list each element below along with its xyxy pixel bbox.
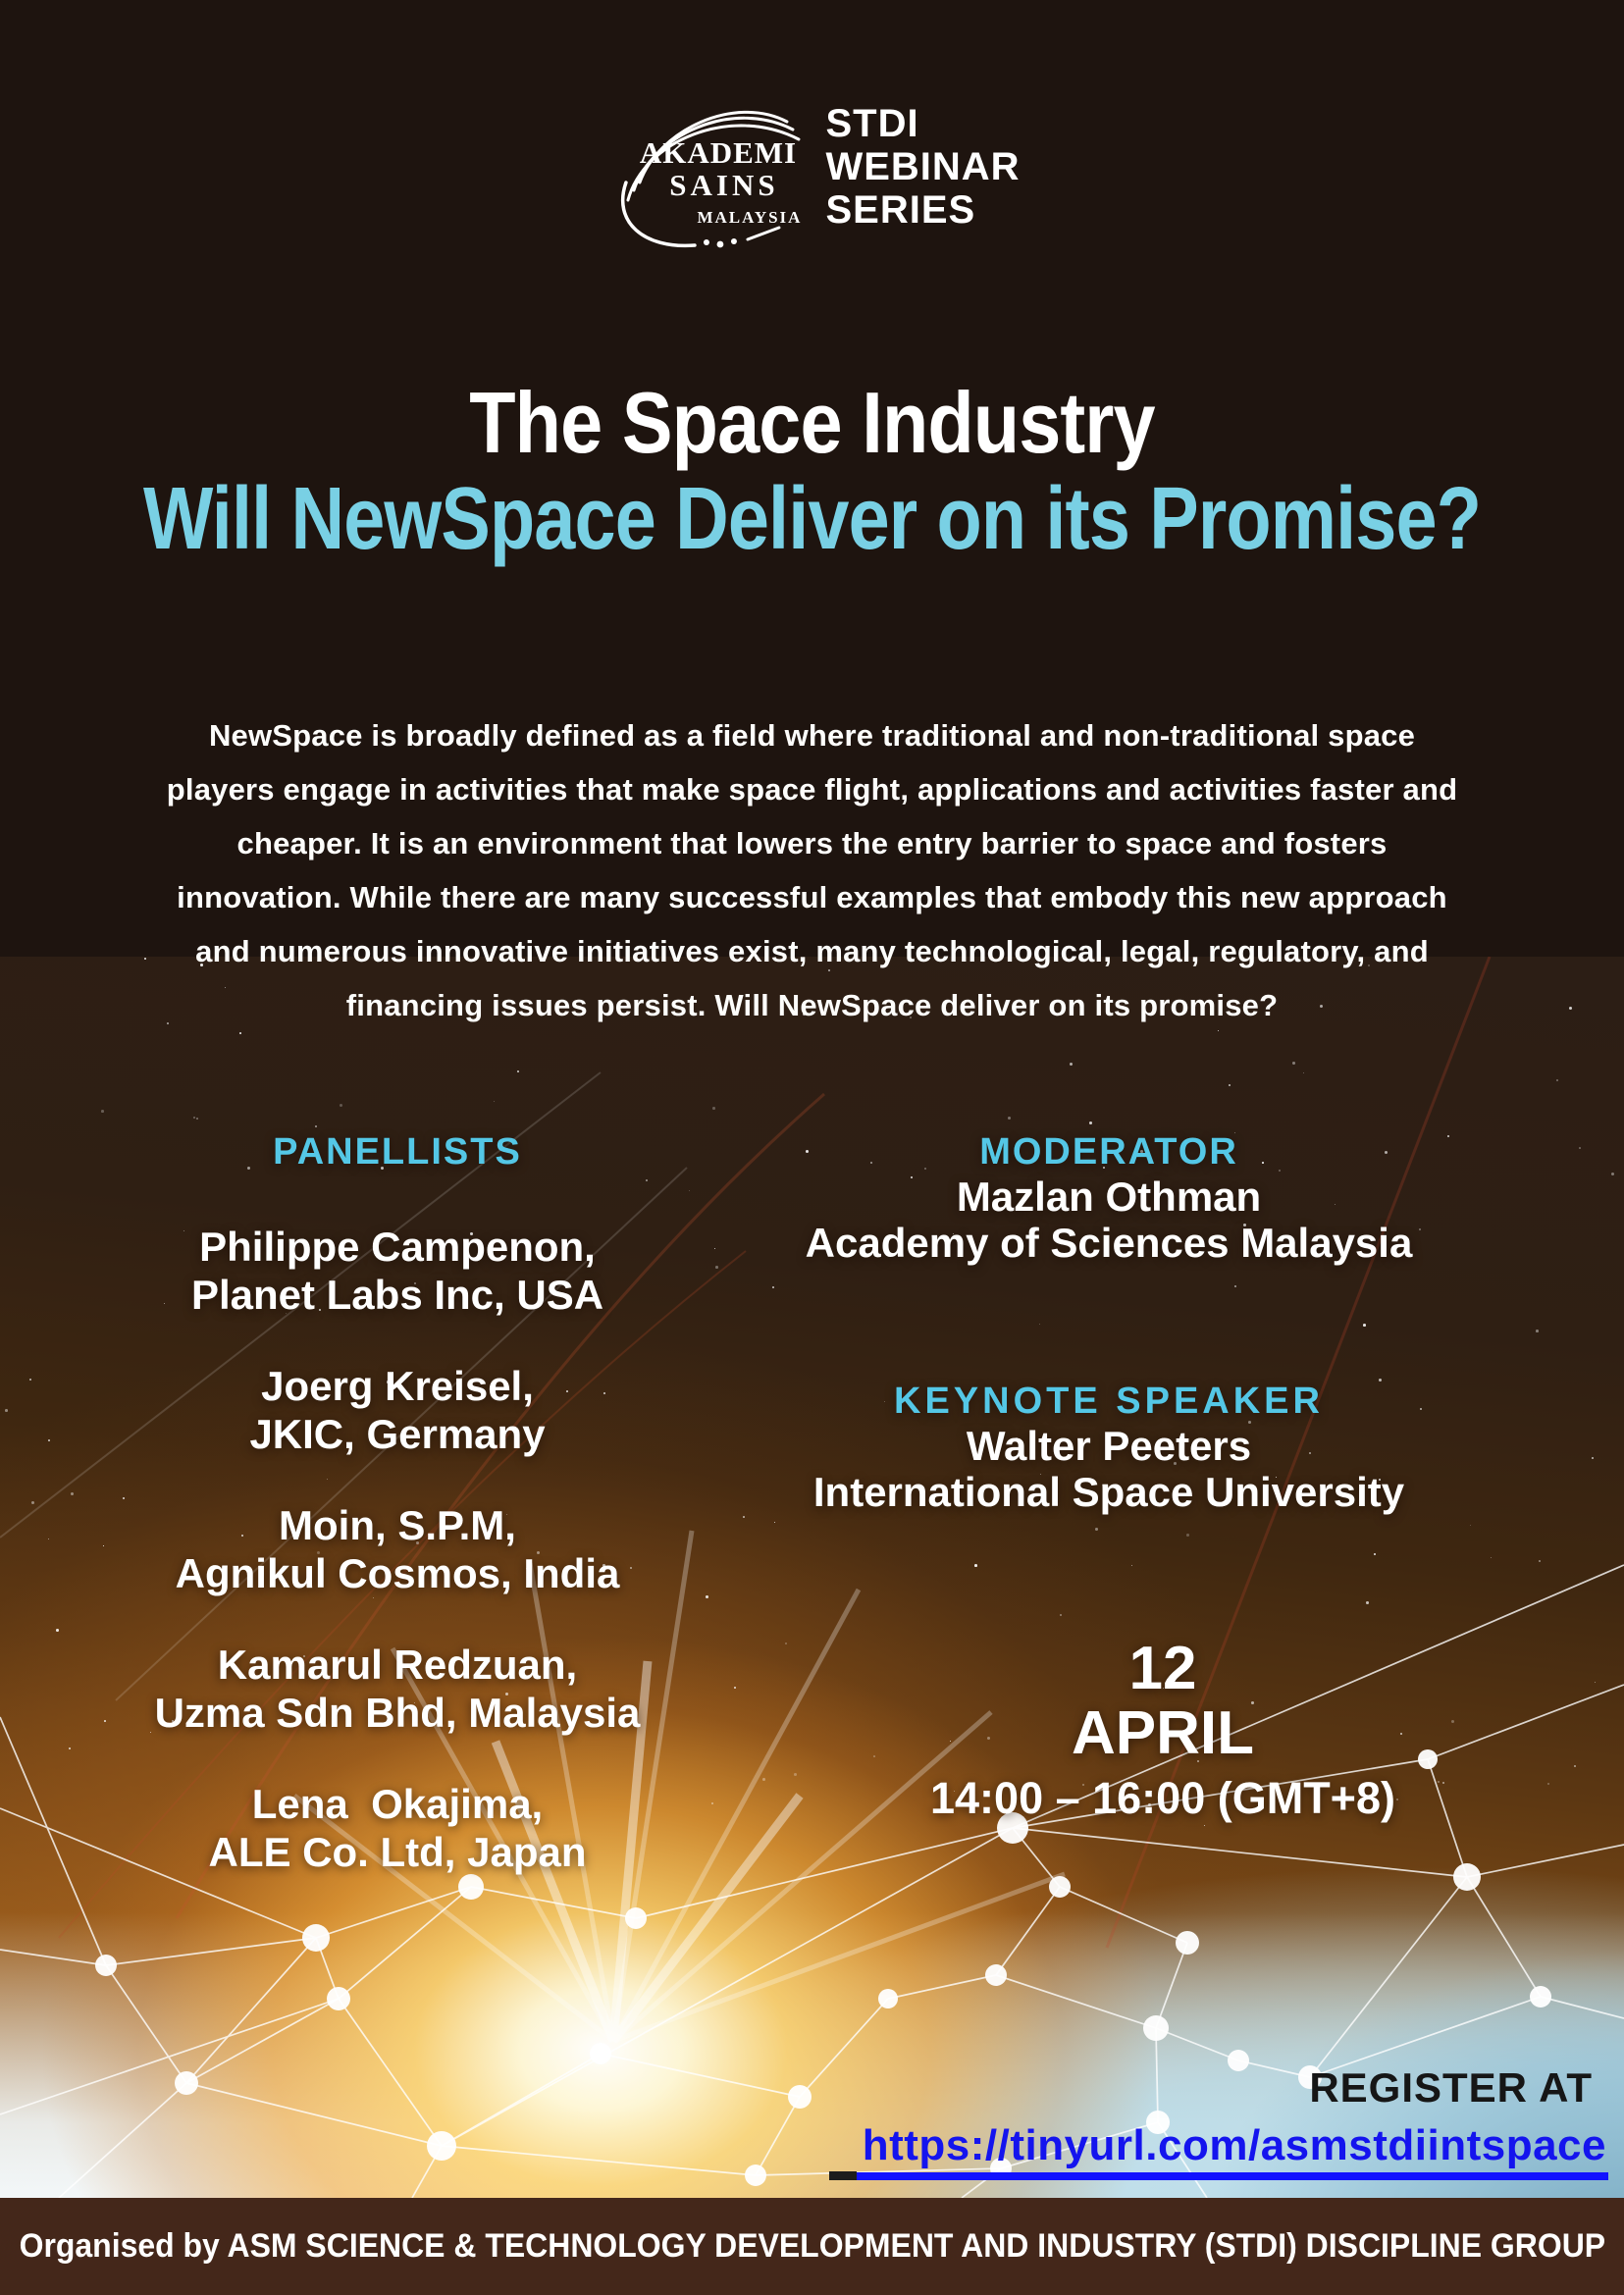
panellists-section: PANELLISTS Philippe Campenon, Planet Lab…: [59, 1130, 736, 1919]
panellist: Moin, S.P.M, Agnikul Cosmos, India: [59, 1501, 736, 1597]
page-title: The Space Industry: [469, 374, 1155, 471]
description-line: cheaper. It is an environment that lower…: [236, 826, 1388, 861]
keynote-heading: KEYNOTE SPEAKER: [894, 1381, 1324, 1422]
footer-bar: Organised by ASM SCIENCE & TECHNOLOGY DE…: [0, 2198, 1624, 2295]
description: NewSpace is broadly defined as a field w…: [0, 708, 1624, 1032]
moderator-affiliation: Academy of Sciences Malaysia: [805, 1220, 1413, 1266]
panellists-heading: PANELLISTS: [273, 1131, 522, 1173]
event-month: APRIL: [1072, 1699, 1254, 1767]
network-mesh-decoration: [0, 957, 1624, 2198]
series-title: STDI WEBINAR SERIES: [825, 102, 1020, 232]
register-label: REGISTER AT: [1309, 2064, 1593, 2111]
logo-line-akademi: AKADEMI: [639, 135, 796, 170]
event-time: 14:00 – 16:00 (GMT+8): [930, 1773, 1395, 1823]
description-line: NewSpace is broadly defined as a field w…: [208, 718, 1416, 753]
moderator-block: MODERATOR Mazlan Othman Academy of Scien…: [775, 1130, 1442, 1266]
keynote-affiliation: International Space University: [812, 1469, 1405, 1515]
series-line-2: WEBINAR: [825, 145, 1021, 188]
series-line-3: SERIES: [825, 188, 976, 232]
organiser-text: Organised by ASM SCIENCE & TECHNOLOGY DE…: [19, 2227, 1605, 2265]
event-day: 12: [1128, 1635, 1197, 1702]
series-line-1: STDI: [825, 102, 919, 145]
description-line: players engage in activities that make s…: [166, 772, 1458, 807]
space-background: [0, 957, 1624, 2198]
asm-logo: AKADEMI SAINS MALAYSIA: [620, 111, 802, 248]
panellist: Joerg Kreisel, JKIC, Germany: [59, 1362, 736, 1458]
moderator-heading: MODERATOR: [979, 1131, 1238, 1173]
panellist-affiliation: Agnikul Cosmos, India: [175, 1550, 620, 1596]
panellist: Lena Okajima, ALE Co. Ltd, Japan: [59, 1780, 736, 1876]
panellist-name: Philippe Campenon,: [199, 1224, 596, 1270]
header: AKADEMI SAINS MALAYSIA STDI WEBINAR SERI…: [603, 84, 1020, 249]
registration-link[interactable]: https://tinyurl.com/asmstdiintspace: [856, 2121, 1608, 2180]
page-subtitle: Will NewSpace Deliver on its Promise?: [142, 470, 1482, 568]
panellist-affiliation: Uzma Sdn Bhd, Malaysia: [154, 1690, 641, 1736]
description-line: and numerous innovative initiatives exis…: [195, 934, 1429, 968]
link-underline-lead: [828, 2171, 857, 2180]
speakers-section: MODERATOR Mazlan Othman Academy of Scien…: [775, 1130, 1442, 1823]
panellist-affiliation: Planet Labs Inc, USA: [190, 1272, 604, 1318]
panellist-name: Moin, S.P.M,: [279, 1502, 516, 1548]
logo-line-sains: SAINS: [669, 168, 778, 202]
keynote-block: KEYNOTE SPEAKER Walter Peeters Internati…: [775, 1380, 1442, 1515]
panellist-name: Lena Okajima,: [251, 1781, 544, 1827]
panellist-name: Joerg Kreisel,: [261, 1363, 534, 1409]
panellist-affiliation: ALE Co. Ltd, Japan: [208, 1829, 587, 1875]
moderator-name: Mazlan Othman: [956, 1174, 1262, 1220]
panellist: Kamarul Redzuan, Uzma Sdn Bhd, Malaysia: [59, 1641, 736, 1737]
keynote-name: Walter Peeters: [966, 1423, 1252, 1469]
schedule-block: 12 APRIL 14:00 – 16:00 (GMT+8): [829, 1637, 1496, 1823]
description-line: financing issues persist. Will NewSpace …: [345, 988, 1279, 1022]
panellist: Philippe Campenon, Planet Labs Inc, USA: [59, 1223, 736, 1319]
description-line: innovation. While there are many success…: [177, 880, 1447, 914]
sun-rays: [292, 1530, 1066, 2044]
panellist-affiliation: JKIC, Germany: [249, 1411, 546, 1457]
panellist-name: Kamarul Redzuan,: [217, 1642, 578, 1688]
registration-block: REGISTER AT https://tinyurl.com/asmstdii…: [828, 2064, 1608, 2180]
logo-line-malaysia: MALAYSIA: [697, 208, 802, 227]
